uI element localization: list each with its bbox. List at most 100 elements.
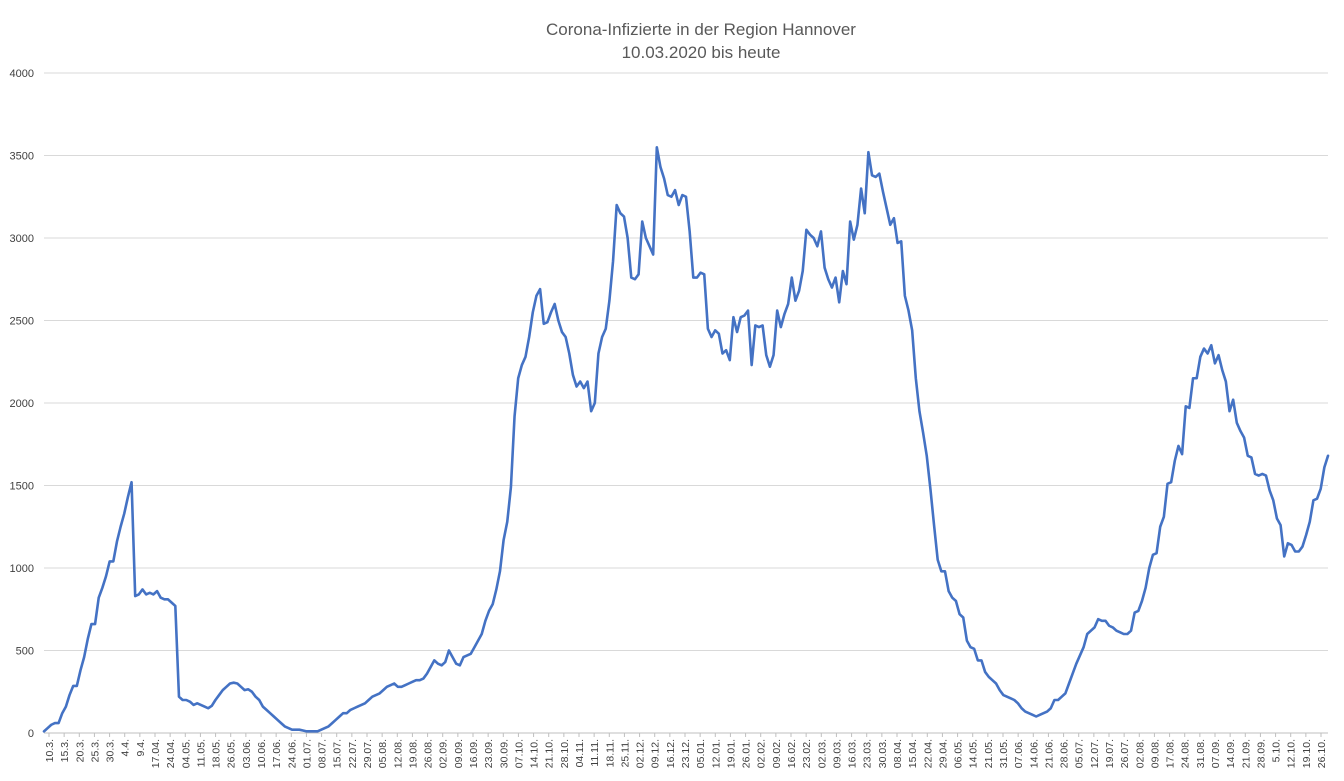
x-tick-label: 23.02. <box>801 739 813 768</box>
x-tick-label: 09.09. <box>453 739 465 768</box>
x-tick-label: 19.08. <box>407 739 419 768</box>
x-tick-label: 9.4. <box>135 739 147 757</box>
x-tick-label: 30.03. <box>877 739 889 768</box>
x-tick-label: 23.09. <box>483 739 495 768</box>
x-tick-label: 28.10. <box>559 739 571 768</box>
x-tick-label: 05.01. <box>695 739 707 768</box>
chart-subtitle: 10.03.2020 bis heute <box>622 43 781 62</box>
x-tick-label: 26.08. <box>423 739 435 768</box>
x-tick-label: 18.05. <box>211 739 223 768</box>
x-tick-label: 10.06. <box>256 739 268 768</box>
x-tick-label: 31.08. <box>1195 739 1207 768</box>
x-tick-label: 26.10. <box>1316 739 1328 768</box>
x-tick-label: 20.3. <box>74 739 86 762</box>
series-line <box>42 145 1330 733</box>
x-tick-label: 25.11. <box>619 739 631 767</box>
x-tick-label: 21.10. <box>544 739 556 768</box>
chart-title: Corona-Infizierte in der Region Hannover <box>546 20 856 39</box>
x-tick-label: 04.05. <box>180 739 192 768</box>
x-tick-label: 5.10. <box>1271 739 1283 762</box>
x-tick-label: 24.08. <box>1180 739 1192 768</box>
x-tick-label: 08.04. <box>892 739 904 768</box>
x-tick-label: 01.07. <box>301 739 313 768</box>
x-tick-label: 07.10. <box>513 739 525 768</box>
x-tick-label: 4.4. <box>120 739 132 757</box>
x-tick-label: 09.12. <box>650 739 662 768</box>
x-tick-label: 24.06. <box>286 739 298 768</box>
x-tick-label: 10.3. <box>44 739 56 762</box>
x-tick-label: 02.12. <box>635 739 647 768</box>
x-tick-label: 11.11. <box>589 739 601 767</box>
y-tick-label: 500 <box>16 646 34 658</box>
x-tick-label: 21.09. <box>1240 739 1252 768</box>
x-tick-label: 25.3. <box>89 739 101 762</box>
x-tick-label: 29.04. <box>937 739 949 768</box>
y-tick-label: 1500 <box>10 481 34 493</box>
x-tick-label: 17.06. <box>271 739 283 768</box>
y-tick-label: 0 <box>28 728 34 740</box>
x-tick-label: 02.08. <box>1134 739 1146 768</box>
x-tick-label: 12.01. <box>710 739 722 768</box>
x-tick-label: 12.07. <box>1089 739 1101 768</box>
y-tick-label: 4000 <box>10 68 34 80</box>
x-tick-label: 21.06. <box>1043 739 1055 768</box>
x-tick-label: 15.3. <box>59 739 71 762</box>
x-tick-label: 06.05. <box>953 739 965 768</box>
x-tick-label: 26.05. <box>226 739 238 768</box>
x-tick-label: 02.02. <box>756 739 768 768</box>
y-tick-label: 1000 <box>10 563 34 575</box>
x-tick-label: 12.08. <box>392 739 404 768</box>
x-tick-label: 17.04. <box>150 739 162 768</box>
x-tick-label: 05.07. <box>1074 739 1086 768</box>
x-tick-label: 03.06. <box>241 739 253 768</box>
x-tick-label: 15.07. <box>332 739 344 768</box>
y-tick-label: 3000 <box>10 233 34 245</box>
series-group <box>42 145 1330 733</box>
x-tick-label: 09.08. <box>1149 739 1161 768</box>
x-tick-label: 07.09. <box>1210 739 1222 768</box>
x-tick-label: 18.11. <box>604 739 616 767</box>
x-tick-label: 14.09. <box>1225 739 1237 768</box>
x-tick-label: 08.07. <box>317 739 329 768</box>
x-tick-label: 23.03. <box>862 739 874 768</box>
x-tick-label: 09.03. <box>831 739 843 768</box>
x-tick-label: 19.01. <box>725 739 737 768</box>
x-tick-label: 02.09. <box>438 739 450 768</box>
x-tick-label: 02.03. <box>816 739 828 768</box>
x-tick-label: 24.04. <box>165 739 177 768</box>
x-tick-label: 26.07. <box>1119 739 1131 768</box>
x-tick-label: 22.07. <box>347 739 359 768</box>
x-tick-label: 29.07. <box>362 739 374 768</box>
x-tick-label: 11.05. <box>195 739 207 767</box>
x-tick-label: 14.05. <box>968 739 980 768</box>
x-tick-label: 22.04. <box>922 739 934 768</box>
y-axis: 0 500 1000 1500 2000 2500 3000 3500 4000 <box>10 68 34 740</box>
x-tick-label: 12.10. <box>1286 739 1298 768</box>
x-tick-label: 16.02. <box>786 739 798 768</box>
x-tick-label: 05.08. <box>377 739 389 768</box>
x-tick-label: 16.12. <box>665 739 677 768</box>
x-tick-label: 19.07. <box>1104 739 1116 768</box>
x-tick-label: 30.09. <box>498 739 510 768</box>
gridlines <box>44 72 1328 734</box>
x-tick-label: 23.12. <box>680 739 692 768</box>
x-tick-label: 14.06. <box>1028 739 1040 768</box>
x-tick-label: 19.10. <box>1301 739 1313 768</box>
y-tick-label: 2500 <box>10 316 34 328</box>
x-tick-label: 16.09. <box>468 739 480 768</box>
x-tick-label: 07.06. <box>1013 739 1025 768</box>
x-tick-label: 09.02. <box>771 739 783 768</box>
x-tick-label: 28.06. <box>1059 739 1071 768</box>
x-tick-label: 16.03. <box>847 739 859 768</box>
x-tick-label: 21.05. <box>983 739 995 768</box>
y-tick-label: 3500 <box>10 151 34 163</box>
x-tick-label: 17.08. <box>1165 739 1177 768</box>
x-tick-label: 04.11. <box>574 739 586 767</box>
x-tick-label: 30.3. <box>105 739 117 762</box>
x-tick-label: 28.09. <box>1255 739 1267 768</box>
x-tick-label: 14.10. <box>529 739 541 768</box>
x-axis: 10.3. 15.3. 20.3. 25.3. 30.3. 4.4. 9.4. 17.04. 2… <box>44 733 1328 768</box>
x-tick-label: 15.04. <box>907 739 919 768</box>
x-tick-label: 26.01. <box>741 739 753 768</box>
